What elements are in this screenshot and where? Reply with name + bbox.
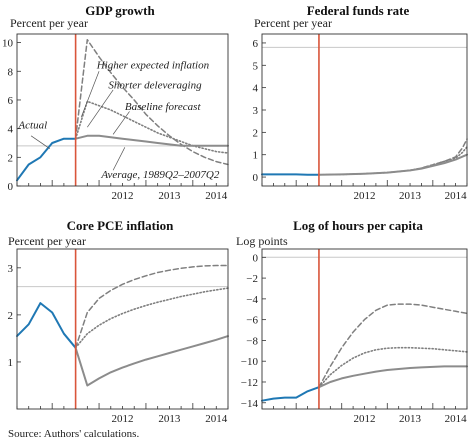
panel-2-frame bbox=[261, 33, 468, 187]
panel-4-ytick-label: −8 bbox=[246, 335, 258, 347]
panel-4-ytick-label: −6 bbox=[246, 315, 258, 327]
panel-2-ylabel: Percent per year bbox=[254, 16, 332, 30]
panel-4-xtick-label: 2014 bbox=[445, 413, 468, 425]
panel-3-series-higher-expected-inflation bbox=[74, 264, 229, 349]
panel-3-series-baseline-forecast bbox=[74, 335, 229, 387]
panel-1-annotation: Actual bbox=[17, 120, 47, 132]
panel-4-series-actual bbox=[261, 386, 320, 402]
panel-2-xtick-label: 2012 bbox=[354, 190, 376, 202]
panel-1-series-actual bbox=[16, 137, 77, 182]
panel-1-annotation: Baseline forecast bbox=[125, 101, 202, 113]
panel-2-xtick-label: 2013 bbox=[399, 190, 422, 202]
panel-1-ytick-label: 2 bbox=[8, 152, 14, 164]
panel-4-frame bbox=[261, 248, 468, 410]
panel-4-ytick-label: −2 bbox=[246, 273, 258, 285]
panel-2-ytick-label: 0 bbox=[253, 172, 259, 184]
panel-3-title: Core PCE inflation bbox=[67, 218, 174, 233]
panel-2-title: Federal funds rate bbox=[307, 3, 410, 18]
panel-1-xtick-label: 2014 bbox=[205, 190, 228, 202]
panel-1-annotation-leader bbox=[87, 89, 114, 128]
panel-3-xtick-label: 2012 bbox=[112, 413, 134, 425]
panel-1-title: GDP growth bbox=[85, 3, 155, 18]
panel-1-annotation: Average, 1989Q2–2007Q2 bbox=[100, 169, 219, 181]
panel-1-frame bbox=[16, 33, 229, 187]
panel-1-ytick-label: 8 bbox=[8, 66, 14, 78]
panel-4-title: Log of hours per capita bbox=[293, 218, 423, 233]
panel-2-ytick-label: 3 bbox=[253, 105, 259, 117]
panel-3-series-shorter-deleveraging bbox=[74, 287, 229, 349]
panel-2-ytick-label: 2 bbox=[253, 127, 259, 139]
panel-4-series-shorter-deleveraging bbox=[318, 346, 468, 389]
panel-3-ylabel: Percent per year bbox=[8, 234, 86, 248]
panel-1-annotation-leader bbox=[30, 135, 51, 150]
panel-4-ylabel: Log points bbox=[236, 234, 288, 248]
panel-4-xtick-label: 2012 bbox=[354, 413, 376, 425]
panel-1-annotation: Higher expected inflation bbox=[96, 59, 210, 71]
panel-1-annotation: Shorter deleveraging bbox=[108, 79, 202, 91]
panel-3-xtick-label: 2014 bbox=[205, 413, 228, 425]
source-note: Source: Authors' calculations. bbox=[8, 428, 140, 440]
panel-1-annotation-leader bbox=[112, 111, 130, 135]
panel-1-ylabel: Percent per year bbox=[10, 16, 88, 30]
panel-2-ytick-label: 4 bbox=[253, 83, 259, 95]
panel-1-ytick-label: 6 bbox=[8, 95, 14, 107]
panel-1-ytick-label: 0 bbox=[8, 181, 14, 193]
panel-1-xtick-label: 2013 bbox=[158, 190, 181, 202]
panel-1-annotation-leader bbox=[112, 147, 126, 171]
panel-2-ytick-label: 6 bbox=[253, 38, 259, 50]
panel-1-ytick-label: 4 bbox=[8, 124, 14, 136]
panel-3-frame bbox=[16, 248, 229, 410]
panel-1-series-shorter-deleveraging bbox=[74, 100, 229, 154]
panel-4-ytick-label: 0 bbox=[253, 252, 259, 264]
panel-2-series-higher-expected-inflation bbox=[318, 138, 468, 176]
panel-2-xtick-label: 2014 bbox=[445, 190, 468, 202]
panel-1-series-baseline-forecast bbox=[74, 134, 229, 147]
panel-2-ytick-label: 5 bbox=[253, 60, 259, 72]
panel-4-ytick-label: −10 bbox=[241, 356, 259, 368]
panel-4-ytick-label: −12 bbox=[241, 377, 258, 389]
panel-1-series-higher-expected-inflation bbox=[74, 38, 229, 166]
panel-4-series-higher-expected-inflation bbox=[318, 303, 468, 388]
panel-4-ytick-label: −14 bbox=[241, 398, 259, 410]
panel-3-ytick-label: 3 bbox=[8, 263, 14, 275]
panel-2-series-baseline-forecast bbox=[317, 153, 468, 176]
panel-4-ytick-label: −4 bbox=[246, 294, 258, 306]
panel-3-ytick-label: 2 bbox=[8, 310, 14, 322]
panel-3-xtick-label: 2013 bbox=[158, 413, 181, 425]
panel-1-annotation-leader bbox=[80, 71, 100, 118]
panel-1-xtick-label: 2012 bbox=[112, 190, 134, 202]
panel-3-series-actual bbox=[16, 302, 77, 349]
panel-2-series-shorter-deleveraging bbox=[318, 146, 468, 176]
panel-3-ytick-label: 1 bbox=[8, 357, 14, 369]
panel-1-ytick-label: 10 bbox=[2, 38, 14, 50]
panel-4-series-baseline-forecast bbox=[317, 365, 468, 389]
panel-4-xtick-label: 2013 bbox=[399, 413, 422, 425]
panel-2-ytick-label: 1 bbox=[253, 150, 259, 162]
